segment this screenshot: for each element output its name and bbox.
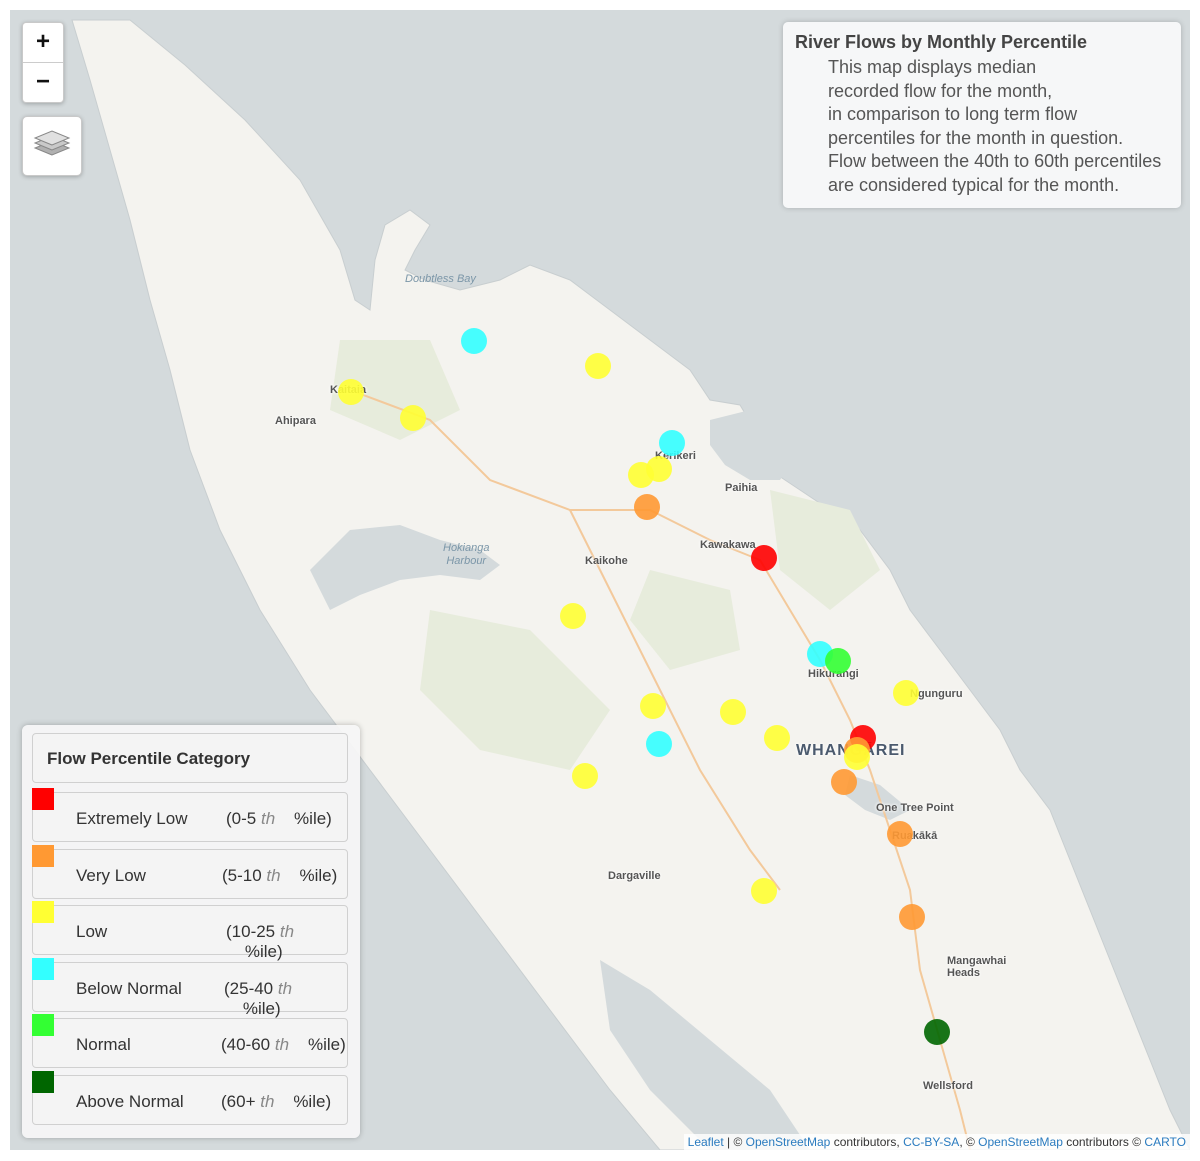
- info-line: are considered typical for the month.: [828, 174, 1120, 195]
- legend-swatch: [32, 1070, 54, 1093]
- legend-swatch: [32, 788, 54, 810]
- bay-of-islands: [710, 410, 800, 480]
- legend-label: Above Normal: [76, 1091, 184, 1111]
- gauge-marker[interactable]: [572, 763, 599, 789]
- place-label: Paihia: [725, 482, 758, 494]
- legend-item: Very Low (5-10 th %ile): [32, 844, 348, 899]
- osm-link[interactable]: OpenStreetMap: [978, 1135, 1063, 1149]
- osm-link[interactable]: OpenStreetMap: [745, 1135, 831, 1149]
- info-body: This map displays median recorded flow f…: [828, 56, 1161, 197]
- legend-item: Below Normal (25-40 th %ile): [32, 957, 348, 1018]
- gauge-marker[interactable]: [584, 353, 611, 380]
- gauge-marker[interactable]: [751, 878, 778, 905]
- gauge-marker[interactable]: [751, 545, 778, 572]
- legend-panel: Flow Percentile Category Extremely Low (0…: [22, 725, 360, 1138]
- carto-link[interactable]: CARTO: [1144, 1135, 1186, 1149]
- place-label: Ahipara: [275, 415, 316, 427]
- legend-title-box: Flow Percentile Category: [32, 733, 348, 783]
- land-north-peninsula: [71, 19, 1190, 1150]
- gauge-marker[interactable]: [843, 743, 870, 770]
- gauge-marker[interactable]: [831, 769, 858, 796]
- gauge-marker[interactable]: [763, 724, 790, 751]
- place-label: Ngunguru: [910, 688, 963, 700]
- place-label: Doubtless Bay: [405, 273, 476, 285]
- legend-title: Flow Percentile Category: [47, 749, 251, 768]
- legend-range: (40-60 th %ile): [221, 1035, 346, 1054]
- layers-button[interactable]: [22, 116, 82, 176]
- legend-swatch: [32, 901, 54, 923]
- zoom-in-button[interactable]: +: [23, 23, 63, 63]
- legend-label: Extremely Low: [76, 809, 188, 828]
- legend-range: (5-10 th %ile): [222, 865, 338, 885]
- info-line: in comparison to long term flow: [828, 104, 1078, 124]
- info-title: River Flows by Monthly Percentile: [795, 32, 1088, 52]
- gauge-marker[interactable]: [640, 692, 667, 719]
- legend-range: (25-40 th %ile): [224, 978, 293, 1018]
- legend-item: Low (10-25 th %ile): [32, 901, 348, 961]
- gauge-marker[interactable]: [893, 679, 920, 706]
- legend-range: (60+ th %ile): [221, 1091, 332, 1111]
- gauge-marker[interactable]: [924, 1019, 950, 1045]
- gauge-marker[interactable]: [627, 462, 654, 489]
- state-highway: [569, 509, 781, 891]
- forest-park: [330, 340, 460, 440]
- gauge-marker[interactable]: [658, 430, 685, 457]
- legend-item: Extremely Low (0-5 th %ile): [32, 788, 348, 842]
- leaflet-link[interactable]: Leaflet: [687, 1135, 724, 1149]
- legend-label: Very Low: [76, 865, 146, 885]
- kaipara-harbour: [600, 960, 810, 1150]
- gauge-marker[interactable]: [886, 820, 913, 847]
- forest-park: [770, 490, 880, 610]
- place-label: One Tree Point: [876, 802, 954, 814]
- legend-range: (10-25 th %ile): [226, 922, 295, 961]
- gauge-marker[interactable]: [399, 404, 426, 431]
- zoom-control: + −: [22, 22, 64, 103]
- legend-label: Below Normal: [76, 978, 182, 998]
- place-label: Kawakawa: [700, 539, 756, 551]
- attribution-text: , ©: [959, 1135, 979, 1149]
- place-label: Kaikohe: [585, 555, 628, 567]
- legend-item: Normal (40-60 th %ile): [32, 1014, 348, 1068]
- attribution-text: | ©: [723, 1135, 746, 1149]
- legend-label: Normal: [76, 1035, 131, 1054]
- gauge-marker[interactable]: [720, 699, 747, 725]
- zoom-out-button[interactable]: −: [35, 68, 50, 95]
- info-line: Flow between the 40th to 60th percentile…: [828, 151, 1162, 171]
- gauge-marker[interactable]: [634, 494, 661, 521]
- forest-park: [420, 610, 610, 770]
- place-label: Hokianga Harbour: [443, 542, 490, 567]
- info-line: recorded flow for the month,: [828, 80, 1053, 101]
- place-label: Wellsford: [923, 1080, 973, 1092]
- place-label: Mangawhai Heads: [947, 955, 1007, 979]
- info-line: This map displays median: [828, 57, 1037, 77]
- gauge-marker[interactable]: [560, 603, 587, 629]
- info-panel: River Flows by Monthly Percentile This m…: [783, 22, 1181, 208]
- map-container[interactable]: Doubtless BayKaitaiaAhiparaKerikeriPaihi…: [10, 10, 1190, 1150]
- legend-swatch: [32, 1014, 54, 1036]
- forest-park: [630, 570, 740, 670]
- hokianga-harbour: [310, 525, 500, 610]
- legend-label: Low: [76, 922, 108, 941]
- license-link[interactable]: CC-BY-SA: [903, 1135, 960, 1149]
- attribution: Leaflet | © OpenStreetMap contributors, …: [683, 1134, 1190, 1150]
- place-label: Dargaville: [608, 870, 661, 882]
- gauge-marker[interactable]: [899, 903, 926, 930]
- gauge-marker[interactable]: [461, 327, 488, 354]
- legend-swatch: [32, 844, 54, 867]
- gauge-marker[interactable]: [338, 379, 364, 405]
- attribution-text: contributors,: [830, 1135, 904, 1149]
- gauge-marker[interactable]: [646, 731, 673, 757]
- layers-icon: [33, 130, 71, 156]
- attribution-text: contributors ©: [1062, 1135, 1145, 1149]
- info-line: percentiles for the month in question.: [828, 127, 1124, 148]
- legend-swatch: [32, 957, 54, 980]
- legend-item: Above Normal (60+ th %ile): [32, 1070, 348, 1125]
- whangarei-harbour: [845, 775, 910, 820]
- gauge-marker[interactable]: [825, 647, 852, 674]
- legend-range: (0-5 th %ile): [226, 809, 332, 828]
